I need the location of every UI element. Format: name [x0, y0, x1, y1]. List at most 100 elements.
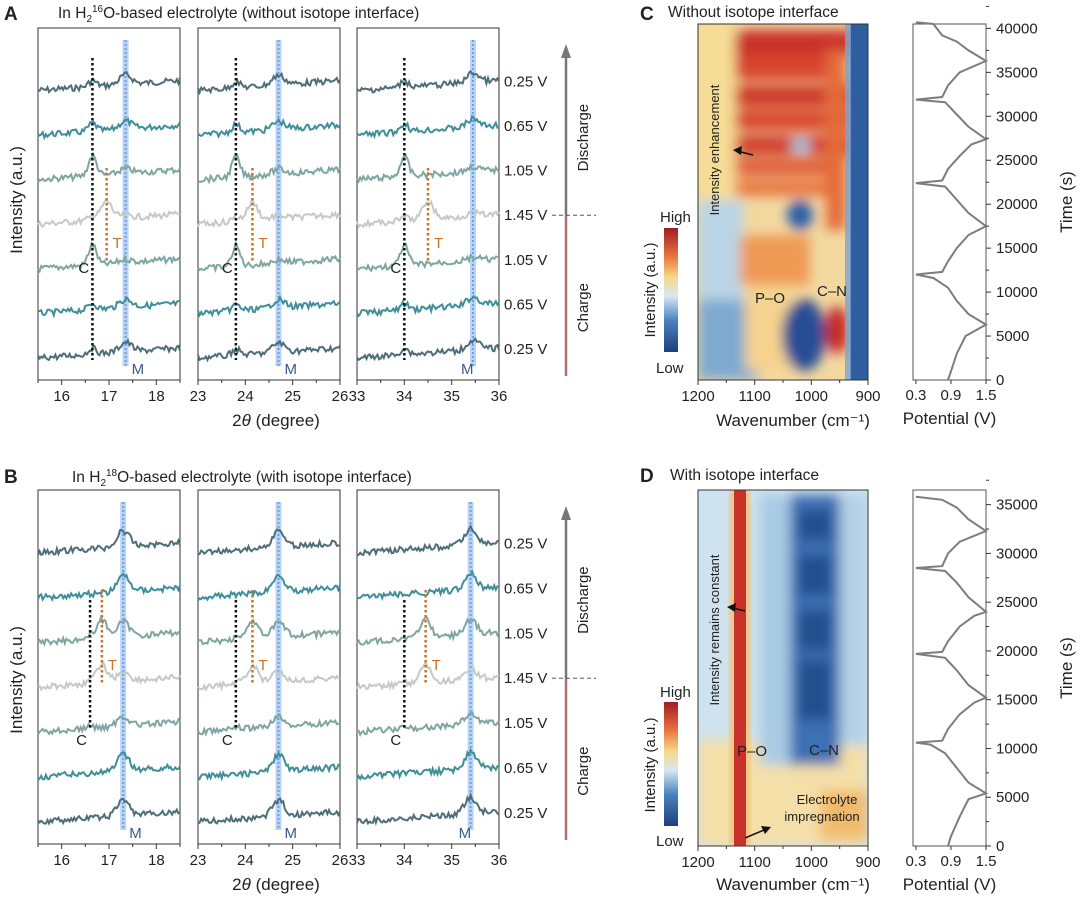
x-tick-label: 36	[491, 852, 508, 869]
voltage-label: 1.45 V	[504, 207, 547, 224]
x-tick-label: 900	[855, 388, 880, 405]
panel-d: D With isotope interface High Low Intens…	[640, 466, 1076, 894]
voltage-label: 1.45 V	[504, 670, 547, 687]
cn-label-c: C–N	[817, 283, 847, 300]
y-tick-label: 10000	[996, 284, 1038, 301]
x-tick-label: 17	[101, 388, 118, 405]
xrd-trace	[37, 198, 181, 229]
xrd-trace	[37, 337, 181, 362]
xrd-trace	[356, 662, 500, 691]
x-tick-label: 16	[53, 388, 70, 405]
x-tick-label: 25	[284, 852, 301, 869]
xrd-trace	[356, 569, 500, 602]
potential-plot-c: 0.3 0.9 1.50 5000 10000 15000 20000 25000 30000 3…	[903, 5, 1076, 428]
discharge-arrow-head	[561, 506, 571, 520]
panel-a: A In H216O-based electrolyte (without is…	[4, 4, 596, 430]
y-tick-label: 10000	[996, 740, 1038, 757]
t-marker-label: T	[432, 657, 441, 674]
charge-label: Charge	[575, 747, 592, 796]
panel-a-ylabel: Intensity (a.u.)	[7, 146, 26, 254]
xrd-trace	[356, 791, 500, 826]
voltage-labels-a: 0.25 V 0.65 V 1.05 V 1.45 V 1.05 V 0.65 V 0.25…	[504, 44, 596, 376]
discharge-arrow-head	[561, 44, 571, 58]
c-marker-label: C	[222, 260, 233, 277]
x-tick-label: 0.9	[941, 387, 962, 404]
voltage-label: 0.25 V	[504, 74, 547, 91]
c-marker-label: C	[390, 260, 401, 277]
xrd-subplot: C T M 23 24 25 26	[190, 27, 349, 405]
colorbar-high-c: High	[660, 209, 691, 226]
xrd-trace	[197, 198, 341, 229]
panel-b-xlabel: 2θ (degree)	[232, 875, 320, 894]
heatmap-c	[698, 24, 868, 380]
c-marker-label: C	[76, 732, 87, 749]
t-marker-label: T	[108, 657, 117, 674]
xrd-trace	[37, 528, 181, 557]
xrd-subplot: C T M 16 17 18	[37, 489, 181, 869]
voltage-labels-b: 0.25 V 0.65 V 1.05 V 1.45 V 1.05 V 0.65 V 0.25…	[504, 506, 596, 840]
xrd-subplot: C T M 33 34 35 36	[349, 27, 507, 405]
discharge-label: Discharge	[575, 104, 592, 172]
y-tick-label: 25000	[996, 152, 1038, 169]
x-tick-label: 0.3	[905, 853, 926, 870]
xrd-trace	[197, 117, 341, 139]
x-tick-label: 25	[284, 388, 301, 405]
heatmap-d-xlabel: Wavenumber (cm⁻¹)	[716, 875, 870, 894]
potential-curve	[915, 495, 989, 847]
xrd-trace	[356, 69, 500, 94]
m-marker-label: M	[284, 361, 297, 378]
xrd-trace	[37, 751, 181, 781]
panel-label-c: C	[640, 4, 654, 25]
x-tick-label: 16	[53, 852, 70, 869]
xrd-trace	[356, 615, 500, 646]
voltage-label: 0.25 V	[504, 341, 547, 358]
xrd-subplots-b: C T M 16 17 18 C T M 23 24 25 26 C T M 33 34 35 36	[37, 489, 508, 869]
voltage-label: 1.05 V	[504, 625, 547, 642]
xrd-trace	[356, 242, 500, 273]
xrd-trace	[197, 750, 341, 782]
heatmap-c-xlabel: Wavenumber (cm⁻¹)	[716, 411, 870, 430]
panel-label-a: A	[4, 4, 18, 25]
c-marker-label: C	[390, 732, 401, 749]
voltage-label: 1.05 V	[504, 163, 547, 180]
y-tick-label: 20000	[996, 643, 1038, 660]
xrd-trace	[197, 528, 341, 557]
xrd-trace	[37, 660, 181, 692]
potential-curve	[915, 21, 989, 381]
potential-xlabel: Potential (V)	[903, 409, 997, 428]
x-tick-label: 26	[332, 852, 349, 869]
arrow-text-d: Intensity remains constant	[707, 554, 722, 705]
m-marker-label: M	[132, 361, 145, 378]
t-marker-label: T	[258, 235, 267, 252]
y-tick-label: 25000	[996, 594, 1038, 611]
x-tick-label: 33	[349, 852, 366, 869]
x-tick-label: 1000	[795, 854, 828, 871]
x-tick-label: 18	[148, 388, 165, 405]
xrd-subplot: C T M 33 34 35 36	[349, 489, 508, 869]
x-tick-label: 18	[148, 852, 165, 869]
xrd-subplot: C T M 23 24 25 26	[190, 489, 349, 869]
x-tick-label: 33	[349, 388, 366, 405]
xrd-trace	[197, 71, 341, 96]
x-tick-label: 34	[396, 388, 413, 405]
c-marker-label: C	[78, 260, 89, 277]
m-marker-label: M	[129, 825, 142, 842]
xrd-trace	[37, 797, 181, 826]
t-marker-label: T	[258, 657, 267, 674]
potential-plot-d: 0.3 0.9 1.50 5000 10000 15000 20000 25000 30000 3…	[903, 479, 1076, 894]
xrd-trace	[197, 294, 341, 318]
charge-label: Charge	[575, 283, 592, 332]
x-tick-label: 0.3	[905, 387, 926, 404]
colorbar-d	[664, 702, 678, 826]
x-tick-label: 26	[332, 388, 349, 405]
x-tick-label: 0.9	[941, 853, 962, 870]
panel-b: B In H218O-based electrolyte (with isoto…	[4, 467, 596, 894]
xrd-trace	[356, 711, 500, 738]
x-tick-label: 24	[237, 388, 254, 405]
y-tick-label: 5000	[996, 789, 1029, 806]
y-tick-label: 40000	[996, 20, 1038, 37]
cn-label-d: C–N	[809, 742, 839, 759]
xrd-trace	[197, 712, 341, 737]
t-marker-label: T	[434, 235, 443, 252]
